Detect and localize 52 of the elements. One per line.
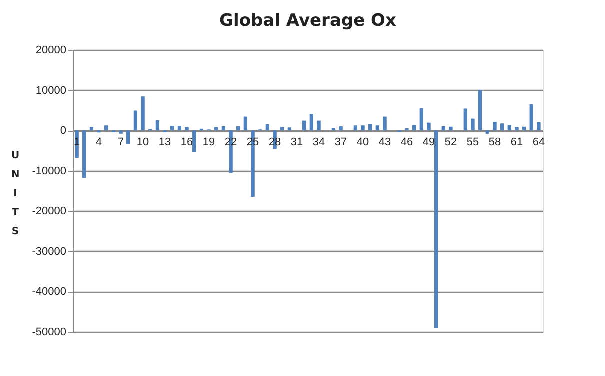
x-tick-label: 31 [290,136,304,149]
y-tick-label: 10000 [36,84,66,97]
bar [339,126,343,131]
bar [412,125,416,131]
x-tick-label: 43 [378,136,392,149]
bar [104,126,108,131]
y-tick-label: -30000 [32,246,66,258]
x-tick-label: 19 [202,136,216,149]
bar [266,124,270,131]
x-tick-label: 10 [136,136,150,149]
bar [442,126,446,131]
x-tick-label: 52 [444,136,458,149]
bar [376,126,380,131]
x-tick-label: 37 [334,136,348,149]
bar [170,126,174,131]
bar [214,127,218,131]
bar [332,128,336,131]
bar [222,126,226,131]
x-tick-label: 7 [118,136,124,149]
bar [368,124,372,131]
bar [288,128,292,131]
bar [515,127,519,131]
bar [178,126,182,131]
y-tick-label: -50000 [32,326,66,338]
x-tick-label: 49 [422,136,436,149]
x-tick-label: 34 [312,136,326,149]
bar [280,127,284,131]
bar [449,126,453,131]
x-tick-label: 55 [466,136,480,149]
x-tick-label: 58 [488,136,502,149]
y-tick-label: 20000 [36,44,66,56]
x-tick-label: 64 [532,136,546,149]
bar [361,126,365,131]
x-tick-label: 4 [96,136,102,149]
bar [354,126,358,131]
bar [522,126,526,131]
chart-title: Global Average Ox [220,11,396,31]
y-axis-title: UNITS [11,150,20,238]
x-tick-label: 61 [510,136,524,149]
bar [236,126,240,131]
x-tick-label: 46 [400,136,414,149]
bar [508,125,512,131]
x-tick-label: 40 [356,136,370,149]
bar [119,130,123,134]
y-tick-label: 0 [60,125,66,138]
bar [185,127,189,131]
y-tick-label: -40000 [32,286,66,298]
bar [486,130,490,134]
y-tick-label: -20000 [32,206,66,218]
y-tick-label: -10000 [32,165,66,178]
bar [90,127,94,131]
x-tick-label: 13 [158,136,172,149]
